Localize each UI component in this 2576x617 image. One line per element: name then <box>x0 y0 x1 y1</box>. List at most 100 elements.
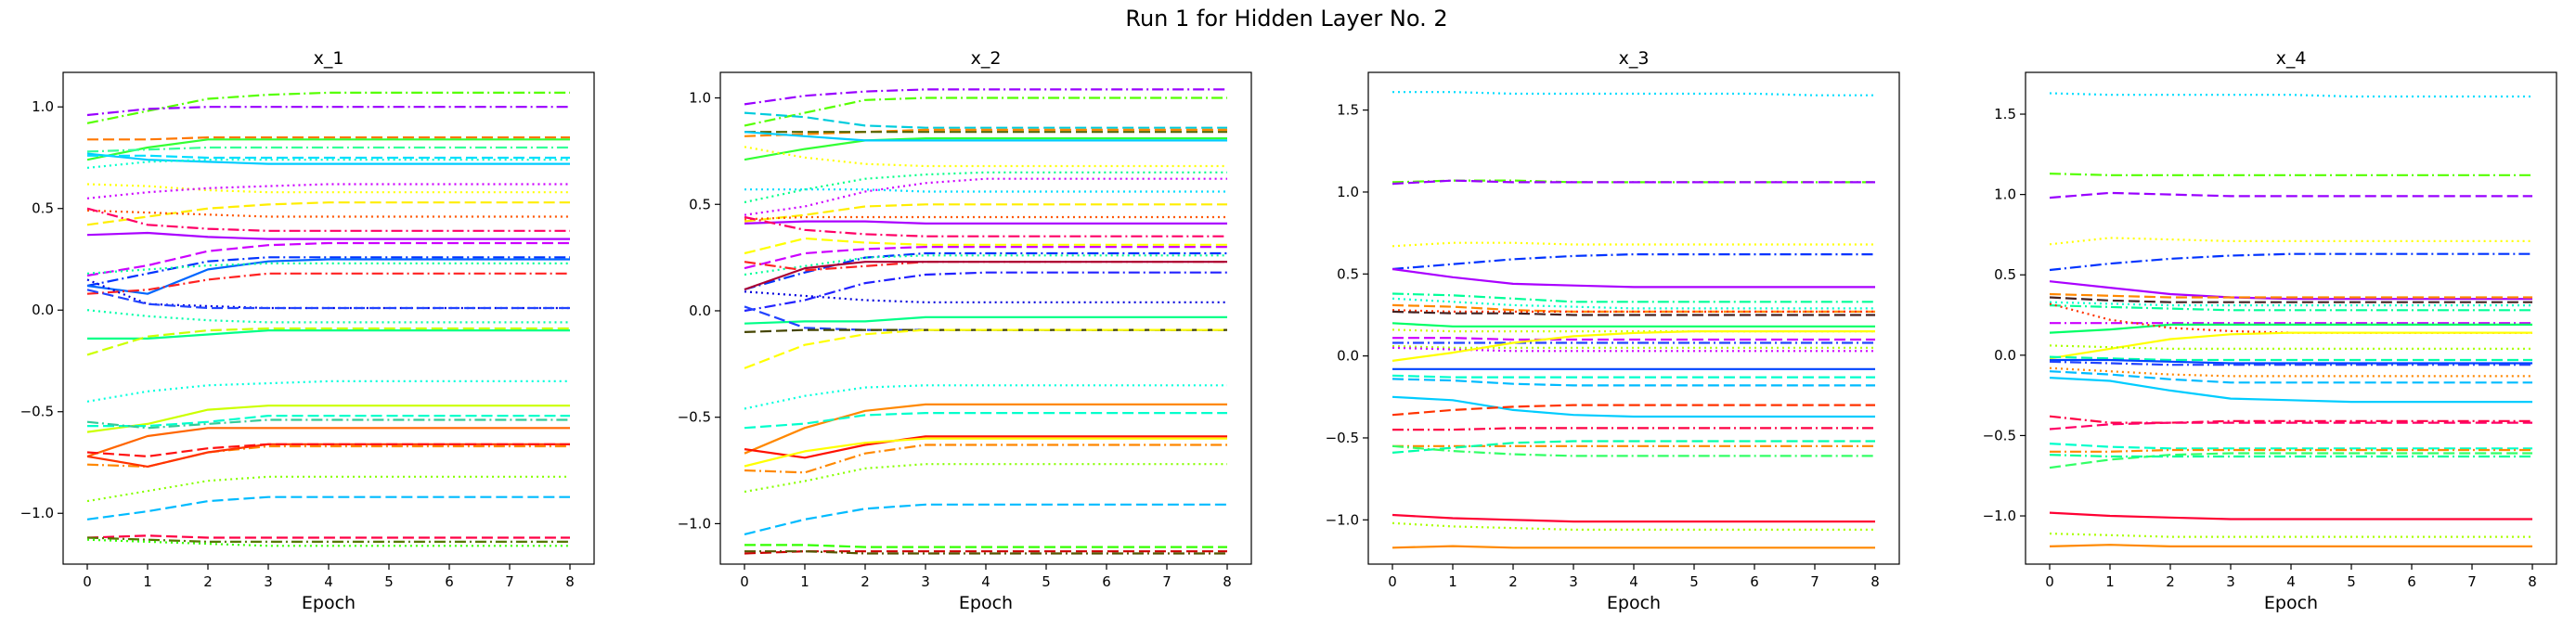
series-line-10 <box>744 188 1227 193</box>
series-line-0 <box>1392 91 1875 96</box>
series-line-14 <box>744 215 1227 238</box>
series-line-11 <box>2049 323 2532 334</box>
series-line-4 <box>2049 252 2532 272</box>
axes-frame <box>1367 71 1900 565</box>
series-line-19 <box>1392 374 1875 379</box>
x-tick-label: 4 <box>1629 573 1638 590</box>
series-line-33 <box>744 463 1227 494</box>
x-tick-label: 8 <box>1223 573 1232 590</box>
x-tick-label: 4 <box>324 573 333 590</box>
series-line-27 <box>1392 513 1875 523</box>
y-tick-label: 0.5 <box>1994 266 2016 283</box>
series-line-1 <box>744 96 1227 127</box>
series-line-20 <box>1392 378 1875 387</box>
y-tick-label: −1.0 <box>1983 508 2016 524</box>
series-line-11 <box>744 203 1227 223</box>
y-tick-label: −1.0 <box>20 505 54 521</box>
y-tick-label: 1.0 <box>1337 184 1359 200</box>
series-line-7 <box>2049 296 2532 303</box>
x-tick-label: 3 <box>1569 573 1578 590</box>
series-group <box>86 91 570 547</box>
series-line-9 <box>1392 309 1875 313</box>
subplot-title: x_1 <box>314 48 344 69</box>
series-line-0 <box>2049 92 2532 98</box>
series-line-28 <box>2049 533 2532 538</box>
y-tick-label: −0.5 <box>678 409 711 426</box>
series-line-4 <box>1392 253 1875 271</box>
series-line-18 <box>86 272 570 295</box>
y-tick-label: −1.0 <box>678 515 711 532</box>
series-line-13 <box>2049 331 2532 360</box>
series-line-7 <box>1392 297 1875 310</box>
y-tick-label: 1.5 <box>1994 106 2016 122</box>
x-tick-label: 4 <box>981 573 990 590</box>
series-line-11 <box>1392 322 1875 328</box>
series-line-29 <box>1392 545 1875 549</box>
series-line-33 <box>86 495 570 521</box>
x-axis-label: Epoch <box>959 593 1013 613</box>
series-line-6 <box>744 131 1227 142</box>
x-tick-label: 6 <box>1102 573 1111 590</box>
series-line-21 <box>1392 395 1875 418</box>
x-tick-label: 3 <box>2226 573 2235 590</box>
x-tick-label: 0 <box>740 573 749 590</box>
series-line-4 <box>86 146 570 153</box>
x-tick-label: 8 <box>1871 573 1880 590</box>
series-line-13 <box>744 220 1227 225</box>
series-line-34 <box>86 534 570 539</box>
series-line-2 <box>87 136 570 141</box>
series-line-2 <box>1392 179 1875 186</box>
series-line-11 <box>86 183 570 199</box>
x-tick-label: 0 <box>2045 573 2054 590</box>
series-line-25 <box>2049 452 2532 469</box>
y-tick-label: 0.0 <box>32 302 54 318</box>
series-line-14 <box>2049 344 2532 350</box>
series-line-13 <box>1392 337 1875 341</box>
subplot-x_2: x_2 0 1 2 3 4 5 6 7 8 −1.0 −0.5 0.0 0.5 1.0 Epoch <box>678 48 1252 613</box>
x-tick-label: 2 <box>203 573 213 590</box>
series-line-19 <box>2049 370 2532 384</box>
series-line-8 <box>86 183 570 194</box>
x-tick-label: 1 <box>1448 573 1457 590</box>
x-tick-label: 6 <box>445 573 454 590</box>
series-line-25 <box>1392 440 1875 454</box>
series-line-22 <box>2049 421 2532 431</box>
series-line-6 <box>1392 292 1875 303</box>
series-line-34 <box>744 503 1227 535</box>
x-tick-label: 3 <box>921 573 930 590</box>
x-axis-label: Epoch <box>1607 593 1661 613</box>
y-tick-label: 0.0 <box>1337 348 1359 365</box>
series-line-3 <box>2049 237 2532 246</box>
x-tick-label: 2 <box>2166 573 2175 590</box>
series-line-23 <box>2049 443 2532 450</box>
series-line-25 <box>86 405 570 433</box>
x-tick-label: 6 <box>2407 573 2416 590</box>
figure-title: Run 1 for Hidden Layer No. 2 <box>1125 6 1447 32</box>
series-line-31 <box>86 443 570 457</box>
series-line-15 <box>744 237 1227 255</box>
series-line-5 <box>1392 267 1875 289</box>
series-line-0 <box>744 88 1227 106</box>
series-line-35 <box>744 544 1227 548</box>
y-tick-label: 0.5 <box>1337 265 1359 282</box>
subplot-title: x_2 <box>971 48 1002 69</box>
series-line-9 <box>2049 304 2532 312</box>
x-tick-label: 4 <box>2286 573 2296 590</box>
series-line-22 <box>87 329 570 340</box>
y-tick-label: 1.0 <box>1994 186 2016 203</box>
series-line-16 <box>86 258 570 295</box>
series-line-27 <box>2049 511 2532 521</box>
series-line-8 <box>744 171 1227 204</box>
series-line-6 <box>87 154 570 160</box>
series-group <box>1392 91 1875 549</box>
series-line-3 <box>744 128 1227 137</box>
series-line-9 <box>744 177 1227 216</box>
series-line-14 <box>86 241 570 277</box>
series-line-3 <box>1392 241 1875 248</box>
series-line-24 <box>86 379 570 403</box>
series-line-24 <box>2050 448 2532 453</box>
x-tick-label: 1 <box>2105 573 2115 590</box>
series-line-28 <box>744 403 1227 455</box>
y-tick-label: 0.5 <box>32 200 54 217</box>
